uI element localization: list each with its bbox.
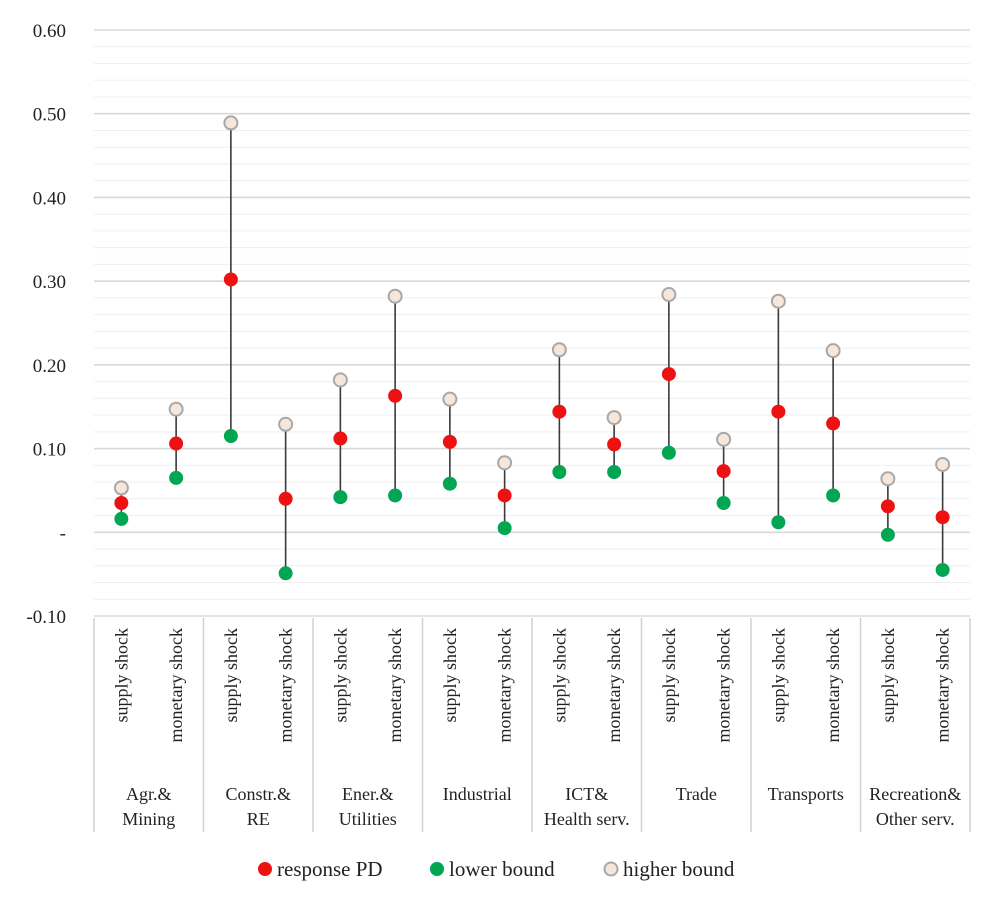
x-group-label: Health serv.: [544, 809, 630, 829]
x-category-label: monetary shock: [276, 628, 296, 742]
higher-bound-point: [497, 455, 513, 471]
x-category-label: monetary shock: [166, 628, 186, 742]
legend-marker: [430, 862, 444, 876]
higher-bound-point: [551, 342, 567, 358]
lower-bound-point: [388, 488, 403, 503]
x-group-label: Agr.&: [126, 784, 172, 804]
higher-bound-point: [223, 115, 239, 131]
x-category-label: supply shock: [659, 628, 679, 723]
higher-bound-point: [442, 391, 458, 407]
response-pd-point: [169, 436, 184, 451]
higher-bound-point: [387, 288, 403, 304]
lower-bound-point: [442, 476, 457, 491]
lower-bound-point: [278, 566, 293, 581]
response-pd-point: [278, 491, 293, 506]
response-pd-point: [442, 434, 457, 449]
x-axis: supply shock monetary shock supply shock mo…: [93, 618, 971, 832]
x-category-label: monetary shock: [714, 628, 734, 742]
x-category-label: supply shock: [878, 628, 898, 723]
x-group-label: Utilities: [339, 809, 397, 829]
gridlines: [94, 29, 970, 617]
higher-bound-point: [716, 431, 732, 447]
higher-bound-point: [113, 480, 129, 496]
response-pd-point: [771, 404, 786, 419]
lower-bound-point: [169, 470, 184, 485]
y-axis-tick-labels: 0.60 0.50 0.40 0.30 0.20 0.10 - -0.10: [26, 21, 66, 628]
higher-bound-point: [332, 372, 348, 388]
higher-bound-point: [825, 343, 841, 359]
y-tick-label: 0.30: [33, 272, 66, 293]
lower-bound-point: [716, 495, 731, 510]
lower-bound-point: [935, 562, 950, 577]
legend-label: higher bound: [623, 857, 735, 881]
response-pd-point: [333, 431, 348, 446]
higher-bound-point: [606, 410, 622, 426]
y-tick-label: 0.60: [33, 21, 66, 42]
response-pd-point: [716, 464, 731, 479]
x-group-label: Transports: [768, 784, 844, 804]
higher-bound-point: [168, 401, 184, 417]
x-category-label: monetary shock: [823, 628, 843, 742]
legend-label: response PD: [277, 857, 383, 881]
response-pd-point: [114, 495, 129, 510]
legend-marker: [603, 861, 619, 877]
x-group-label: Ener.&: [342, 784, 394, 804]
x-category-label: monetary shock: [933, 628, 953, 742]
x-category-label: monetary shock: [385, 628, 405, 742]
x-group-label: Recreation&: [869, 784, 961, 804]
response-pd-point: [497, 488, 512, 503]
x-group-label: Industrial: [443, 784, 512, 804]
y-tick-label: 0.10: [33, 440, 66, 461]
y-tick-label: -: [60, 523, 66, 544]
lower-bound-point: [826, 488, 841, 503]
x-category-label: supply shock: [549, 628, 569, 723]
x-group-label: Other serv.: [876, 809, 955, 829]
lower-bound-point: [661, 445, 676, 460]
lower-bound-point: [552, 465, 567, 480]
x-group-label: Constr.&: [225, 784, 291, 804]
higher-bound-point: [661, 287, 677, 303]
response-pd-point: [388, 388, 403, 403]
legend-label: lower bound: [449, 857, 555, 881]
x-group-label: Mining: [122, 809, 175, 829]
y-tick-label: -0.10: [26, 607, 66, 628]
x-category-label: supply shock: [221, 628, 241, 723]
lower-bound-point: [333, 490, 348, 505]
response-pd-point: [935, 510, 950, 525]
lower-bound-point: [114, 511, 129, 526]
data-points: [113, 115, 951, 581]
response-pd-point: [607, 437, 622, 452]
legend: response PD lower bound higher bound: [258, 857, 735, 881]
lower-bound-point: [223, 429, 238, 444]
x-group-label: Trade: [676, 784, 717, 804]
response-pd-point: [223, 272, 238, 287]
higher-bound-point: [770, 293, 786, 309]
x-group-label: ICT&: [565, 784, 608, 804]
lower-bound-point: [880, 527, 895, 542]
response-pd-point: [661, 367, 676, 382]
lower-bound-point: [607, 465, 622, 480]
x-category-label: monetary shock: [495, 628, 515, 742]
higher-bound-point: [880, 471, 896, 487]
y-tick-label: 0.20: [33, 356, 66, 377]
y-tick-label: 0.50: [33, 105, 66, 126]
x-category-label: supply shock: [330, 628, 350, 723]
higher-bound-point: [935, 456, 951, 472]
lower-bound-point: [497, 521, 512, 536]
x-group-label: RE: [247, 809, 270, 829]
response-pd-point: [826, 416, 841, 431]
lower-bound-point: [771, 515, 786, 530]
x-category-label: monetary shock: [604, 628, 624, 742]
x-category-label: supply shock: [440, 628, 460, 723]
x-category-label: supply shock: [768, 628, 788, 723]
legend-marker: [258, 862, 272, 876]
response-pd-point: [880, 499, 895, 514]
response-pd-point: [552, 404, 567, 419]
y-tick-label: 0.40: [33, 188, 66, 209]
higher-bound-point: [278, 416, 294, 432]
x-category-label: supply shock: [111, 628, 131, 723]
